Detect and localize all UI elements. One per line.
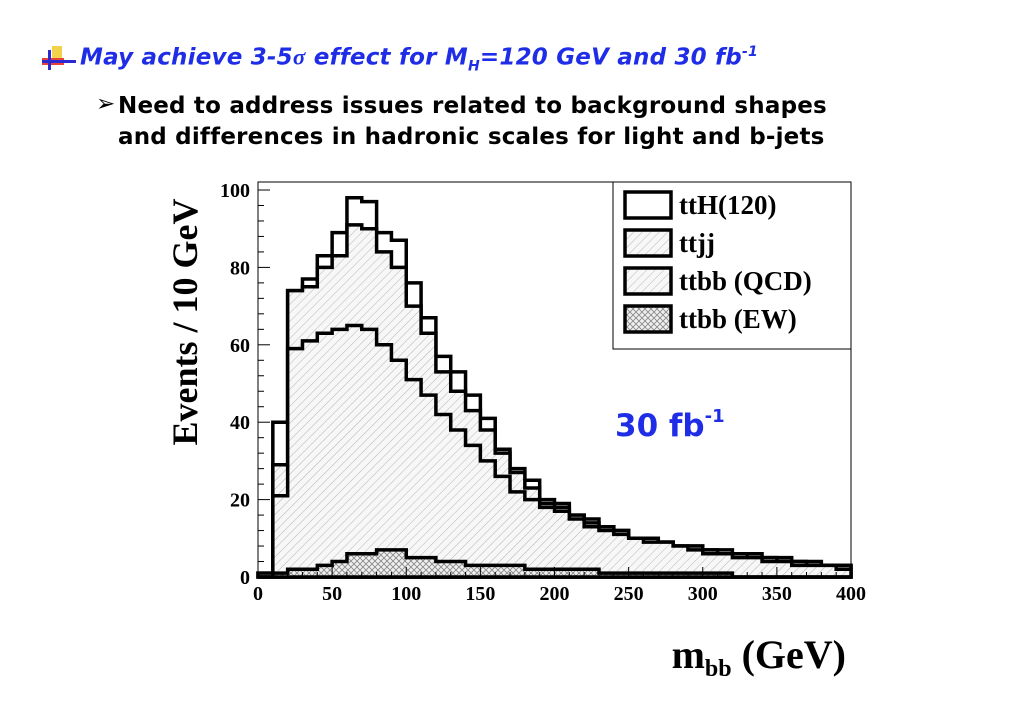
axes: 0 50 100 150 200 250 300 350 400 0 20 40 60 80 100	[220, 180, 866, 605]
x-tick-label: 0	[253, 583, 263, 605]
x-tick-label: 50	[322, 583, 342, 605]
legend-label-tth-120: ttH(120)	[679, 190, 776, 220]
sub-bullet-line-2: and differences in hadronic scales for l…	[118, 124, 825, 150]
main-bullet-pre: May achieve 3-5	[80, 44, 293, 71]
x-axis-title-unit: (GeV)	[732, 632, 846, 677]
mass-subscript: H	[467, 58, 480, 75]
legend: ttH(120) ttjj ttbb (QCD) ttbb (EW)	[612, 181, 852, 350]
x-tick-label: 350	[762, 583, 792, 605]
x-tick-label: 250	[614, 583, 644, 605]
legend-label-ttbb-ew: ttbb (EW)	[679, 304, 797, 334]
legend-swatch-tth-120	[623, 190, 673, 220]
luminosity-annotation-sup: -1	[705, 406, 725, 427]
y-axis-title: Events / 10 GeV	[165, 199, 205, 446]
series-ttbb-qcd	[258, 323, 853, 579]
legend-swatch-ttjj	[623, 228, 673, 258]
x-tick-label: 150	[465, 583, 495, 605]
y-tick-label: 80	[230, 257, 250, 279]
y-axis: 0 20 40 60 80 100	[220, 180, 270, 589]
luminosity-annotation-text: 30 fb	[615, 408, 705, 444]
y-tick-label: 20	[230, 490, 250, 512]
y-tick-label: 40	[230, 412, 250, 434]
axis-labels: Events / 10 GeV mbb (GeV) 30 fb-1	[165, 199, 846, 683]
bullet-icon	[42, 46, 76, 70]
sigma-symbol: σ	[292, 44, 306, 70]
x-tick-label: 400	[836, 583, 866, 605]
lumi-superscript: -1	[741, 44, 758, 60]
plot-area	[256, 181, 853, 579]
x-axis: 0 50 100 150 200 250 300 350 400	[253, 567, 866, 605]
main-bullet-mid: effect for M	[305, 44, 468, 71]
y-tick-label: 60	[230, 335, 250, 357]
legend-label-ttbb-qcd: ttbb (QCD)	[679, 266, 812, 296]
x-tick-label: 200	[540, 583, 570, 605]
main-bullet-post: =120 GeV and 30 fb	[479, 44, 742, 71]
main-bullet-text: May achieve 3-5σ effect for MH=120 GeV a…	[80, 44, 758, 74]
x-tick-label: 300	[688, 583, 718, 605]
legend-swatch-ttbb-ew	[623, 304, 673, 334]
legend-swatch-ttbb-qcd	[623, 266, 673, 296]
x-axis-title-main: m	[672, 632, 705, 677]
luminosity-annotation: 30 fb-1	[615, 406, 725, 444]
x-axis-title-sub: bb	[705, 656, 732, 682]
legend-label-ttjj: ttjj	[679, 228, 715, 258]
y-tick-label: 0	[240, 567, 250, 589]
sub-bullet-marker: ➢	[96, 91, 116, 117]
sub-bullet-line-1: Need to address issues related to backgr…	[118, 93, 827, 119]
x-axis-title: mbb (GeV)	[672, 632, 846, 682]
y-tick-label: 100	[220, 180, 250, 202]
sub-bullet-text: Need to address issues related to backgr…	[118, 91, 827, 153]
x-tick-label: 100	[391, 583, 421, 605]
